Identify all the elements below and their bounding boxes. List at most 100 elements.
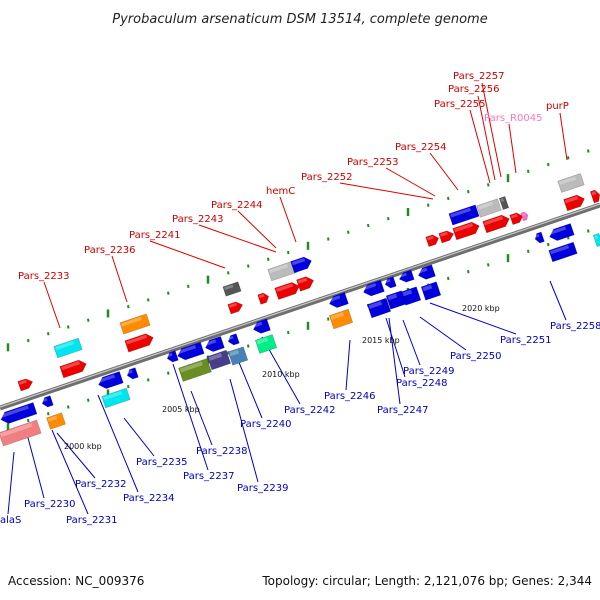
gene-box-olive[interactable] bbox=[178, 358, 212, 382]
gene-label-pars-2242[interactable]: Pars_2242 bbox=[284, 405, 335, 416]
gene-label-pars-2243[interactable]: Pars_2243 bbox=[172, 214, 223, 225]
gene-box-cyan[interactable] bbox=[592, 232, 600, 248]
gene-arrow[interactable] bbox=[398, 269, 415, 284]
gene-arrow[interactable] bbox=[59, 358, 88, 379]
gene-arrow[interactable] bbox=[438, 229, 455, 244]
gene-label-pars-2238[interactable]: Pars_2238 bbox=[196, 446, 247, 457]
gene-box-salmon[interactable] bbox=[0, 419, 42, 447]
gene-label-purp[interactable]: purP bbox=[546, 101, 569, 112]
gene-arrow[interactable] bbox=[482, 213, 511, 234]
tick-lower bbox=[147, 378, 150, 382]
gene-box-orange[interactable] bbox=[46, 412, 66, 430]
leader-line-top bbox=[481, 82, 502, 178]
gene-arrow[interactable] bbox=[41, 395, 54, 409]
gene-box-lightgray[interactable] bbox=[267, 260, 297, 282]
gene-arrow[interactable] bbox=[204, 336, 225, 353]
gene-label-pars-2254[interactable]: Pars_2254 bbox=[395, 142, 446, 153]
gene-label-pars-2240[interactable]: Pars_2240 bbox=[240, 419, 291, 430]
leader-line-top bbox=[429, 152, 459, 191]
gene-label-pars-2257[interactable]: Pars_2257 bbox=[453, 71, 504, 82]
gene-label-pars-2232[interactable]: Pars_2232 bbox=[75, 479, 126, 490]
gene-arrow[interactable] bbox=[534, 231, 545, 244]
tick-lower bbox=[487, 263, 490, 267]
tick-upper bbox=[467, 189, 470, 194]
gene-box-orange[interactable] bbox=[119, 313, 151, 335]
gene-box-cyan[interactable] bbox=[101, 387, 131, 409]
gene-label-pars-2230[interactable]: Pars_2230 bbox=[24, 499, 75, 510]
gene-arrow[interactable] bbox=[0, 402, 38, 426]
leader-line-top bbox=[198, 224, 277, 253]
gene-arrow[interactable] bbox=[227, 300, 244, 315]
gene-arrow[interactable] bbox=[452, 220, 481, 241]
gene-arrow[interactable] bbox=[548, 223, 575, 242]
rna-arrow[interactable] bbox=[520, 211, 529, 222]
gene-arrow[interactable] bbox=[328, 292, 349, 309]
gene-arrow[interactable] bbox=[362, 279, 385, 298]
gene-label-pars-2251[interactable]: Pars_2251 bbox=[500, 335, 551, 346]
leader-line-top bbox=[477, 95, 496, 181]
gene-label-pars-2256[interactable]: Pars_2256 bbox=[448, 84, 499, 95]
gene-arrow[interactable] bbox=[425, 233, 441, 248]
gene-label-pars-2241[interactable]: Pars_2241 bbox=[129, 230, 180, 241]
gene-label-pars-2249[interactable]: Pars_2249 bbox=[403, 366, 454, 377]
gene-label-pars-2231[interactable]: Pars_2231 bbox=[66, 515, 117, 526]
gene-box-green[interactable] bbox=[254, 334, 278, 354]
gene-arrow[interactable] bbox=[251, 318, 271, 335]
gene-box-blue[interactable] bbox=[548, 241, 578, 263]
gene-arrow[interactable] bbox=[257, 292, 271, 305]
gene-box-orange[interactable] bbox=[328, 308, 354, 330]
gene-label-pars-2258[interactable]: Pars_2258 bbox=[550, 321, 600, 332]
gene-label-pars-2248[interactable]: Pars_2248 bbox=[396, 378, 447, 389]
gene-box-lightgray[interactable] bbox=[557, 173, 585, 193]
gene-arrow[interactable] bbox=[126, 367, 139, 381]
gene-box-gray[interactable] bbox=[222, 281, 242, 297]
gene-label-alas[interactable]: alaS bbox=[0, 515, 21, 526]
gene-label-pars-2253[interactable]: Pars_2253 bbox=[347, 157, 398, 168]
tick-upper bbox=[367, 223, 370, 228]
gene-arrow[interactable] bbox=[563, 193, 587, 212]
gene-arrow[interactable] bbox=[589, 189, 600, 204]
gene-label-pars-2235[interactable]: Pars_2235 bbox=[136, 457, 187, 468]
gene-box-blue[interactable] bbox=[448, 204, 480, 226]
gene-arrow[interactable] bbox=[296, 275, 315, 292]
gene-label-pars-r0045[interactable]: Pars_R0045 bbox=[484, 113, 542, 124]
gene-arrow[interactable] bbox=[509, 211, 525, 226]
gene-box-darkslate[interactable] bbox=[206, 349, 232, 371]
gene-arrow[interactable] bbox=[227, 333, 240, 347]
gene-label-pars-2250[interactable]: Pars_2250 bbox=[450, 351, 501, 362]
gene-box-blue[interactable] bbox=[366, 297, 392, 319]
gene-arrow[interactable] bbox=[124, 332, 155, 353]
tick-upper bbox=[587, 149, 590, 153]
gene-arrow[interactable] bbox=[384, 276, 397, 290]
gene-box-blue[interactable] bbox=[400, 286, 422, 306]
gene-box-blue[interactable] bbox=[420, 281, 442, 301]
gene-label-pars-2233[interactable]: Pars_2233 bbox=[18, 271, 69, 282]
tick-lower bbox=[47, 412, 50, 416]
gene-label-pars-2236[interactable]: Pars_2236 bbox=[84, 245, 135, 256]
tick-upper bbox=[387, 217, 390, 221]
gene-box-cyan[interactable] bbox=[53, 337, 83, 359]
gene-label-hemc[interactable]: hemC bbox=[266, 186, 295, 197]
gene-label-pars-2244[interactable]: Pars_2244 bbox=[211, 200, 262, 211]
gene-arrow[interactable] bbox=[176, 341, 205, 362]
gene-label-pars-2252[interactable]: Pars_2252 bbox=[301, 172, 352, 183]
gene-label-pars-2255[interactable]: Pars_2255 bbox=[434, 99, 485, 110]
gene-box-steel[interactable] bbox=[227, 346, 249, 366]
tick-upper bbox=[327, 237, 330, 241]
gene-arrow[interactable] bbox=[17, 377, 34, 392]
topology-text: Topology: circular; Length: 2,121,076 bp… bbox=[261, 574, 592, 588]
gene-box-gray[interactable] bbox=[498, 195, 510, 211]
gene-arrow[interactable] bbox=[416, 264, 436, 281]
gene-label-pars-2246[interactable]: Pars_2246 bbox=[324, 391, 375, 402]
kbp-label-2000: 2000 kbp bbox=[64, 442, 102, 451]
gene-arrow[interactable] bbox=[97, 371, 124, 390]
gene-arrow[interactable] bbox=[290, 255, 314, 274]
gene-label-pars-2234[interactable]: Pars_2234 bbox=[123, 493, 174, 504]
tick-upper bbox=[447, 196, 450, 201]
gene-box-lightgray[interactable] bbox=[476, 198, 502, 218]
gene-label-pars-2247[interactable]: Pars_2247 bbox=[377, 405, 428, 416]
gene-label-pars-2237[interactable]: Pars_2237 bbox=[183, 471, 234, 482]
gene-arrow[interactable] bbox=[274, 280, 302, 300]
gene-arrow[interactable] bbox=[166, 350, 179, 364]
gene-label-pars-2239[interactable]: Pars_2239 bbox=[237, 483, 288, 494]
